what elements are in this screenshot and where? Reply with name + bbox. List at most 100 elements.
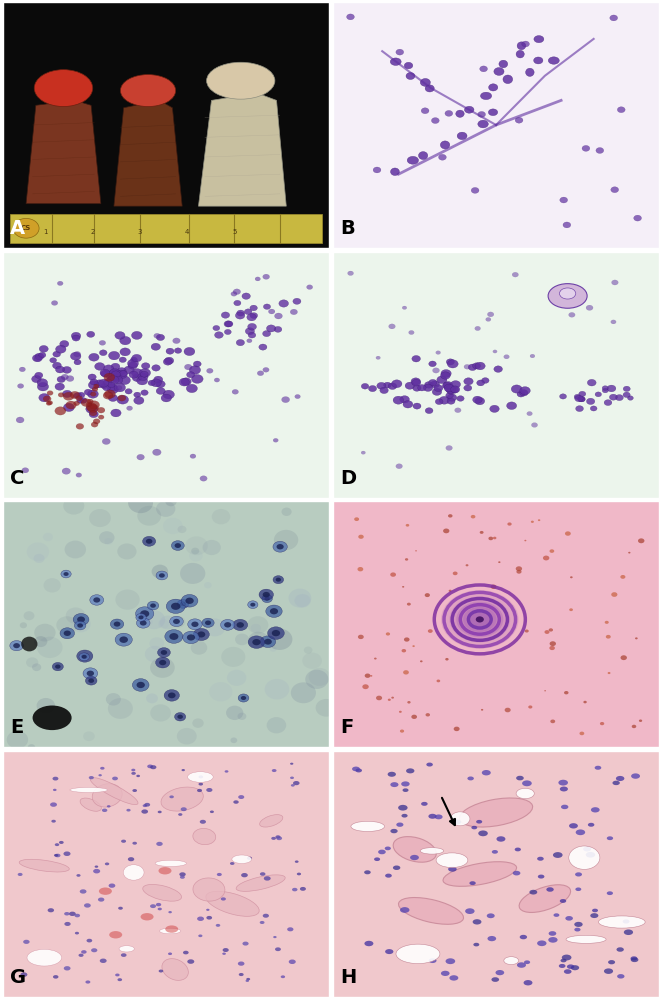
Ellipse shape bbox=[348, 271, 354, 276]
Ellipse shape bbox=[35, 354, 44, 360]
Ellipse shape bbox=[402, 649, 406, 652]
Ellipse shape bbox=[516, 569, 522, 573]
Ellipse shape bbox=[275, 947, 281, 951]
Ellipse shape bbox=[475, 398, 485, 405]
Ellipse shape bbox=[212, 508, 230, 524]
Ellipse shape bbox=[446, 393, 453, 399]
Ellipse shape bbox=[106, 693, 121, 705]
Ellipse shape bbox=[464, 378, 473, 385]
Ellipse shape bbox=[559, 288, 576, 299]
Ellipse shape bbox=[140, 372, 148, 378]
Ellipse shape bbox=[64, 912, 70, 915]
Ellipse shape bbox=[140, 369, 150, 377]
Ellipse shape bbox=[292, 888, 297, 891]
Ellipse shape bbox=[155, 860, 187, 866]
Ellipse shape bbox=[61, 570, 71, 577]
Ellipse shape bbox=[487, 913, 495, 918]
Ellipse shape bbox=[397, 822, 403, 827]
Ellipse shape bbox=[66, 607, 85, 624]
Ellipse shape bbox=[230, 737, 237, 743]
Ellipse shape bbox=[489, 536, 493, 540]
Ellipse shape bbox=[163, 391, 174, 399]
Ellipse shape bbox=[478, 120, 489, 128]
Ellipse shape bbox=[136, 377, 148, 385]
Ellipse shape bbox=[512, 273, 518, 277]
Ellipse shape bbox=[132, 678, 149, 691]
Ellipse shape bbox=[457, 132, 467, 140]
Ellipse shape bbox=[166, 348, 174, 355]
Ellipse shape bbox=[481, 709, 483, 710]
Ellipse shape bbox=[62, 391, 72, 398]
Ellipse shape bbox=[376, 356, 381, 360]
Ellipse shape bbox=[365, 673, 371, 678]
Ellipse shape bbox=[352, 766, 360, 771]
Ellipse shape bbox=[77, 393, 85, 398]
Ellipse shape bbox=[385, 873, 392, 878]
Ellipse shape bbox=[134, 397, 144, 405]
Ellipse shape bbox=[418, 152, 428, 160]
Ellipse shape bbox=[101, 384, 108, 389]
Ellipse shape bbox=[105, 862, 109, 865]
Ellipse shape bbox=[191, 547, 199, 554]
Ellipse shape bbox=[238, 961, 244, 966]
Ellipse shape bbox=[142, 363, 150, 369]
Ellipse shape bbox=[136, 775, 140, 777]
Ellipse shape bbox=[36, 698, 55, 713]
Ellipse shape bbox=[492, 850, 498, 854]
Ellipse shape bbox=[32, 705, 71, 730]
Ellipse shape bbox=[486, 318, 491, 322]
Ellipse shape bbox=[583, 846, 591, 851]
Ellipse shape bbox=[247, 314, 256, 321]
Ellipse shape bbox=[268, 309, 275, 314]
Ellipse shape bbox=[480, 530, 483, 533]
Ellipse shape bbox=[617, 974, 624, 979]
Ellipse shape bbox=[300, 887, 306, 891]
Ellipse shape bbox=[77, 616, 85, 622]
Text: 4: 4 bbox=[185, 230, 189, 236]
Ellipse shape bbox=[160, 615, 176, 629]
Ellipse shape bbox=[389, 324, 395, 329]
Ellipse shape bbox=[482, 770, 491, 775]
Ellipse shape bbox=[446, 446, 452, 451]
Ellipse shape bbox=[260, 814, 283, 827]
Ellipse shape bbox=[111, 619, 124, 629]
Ellipse shape bbox=[578, 397, 585, 402]
Ellipse shape bbox=[98, 415, 104, 420]
Ellipse shape bbox=[403, 670, 409, 674]
Ellipse shape bbox=[451, 386, 460, 393]
Ellipse shape bbox=[564, 691, 569, 694]
Ellipse shape bbox=[569, 608, 573, 611]
Ellipse shape bbox=[297, 872, 301, 875]
Ellipse shape bbox=[132, 789, 137, 792]
Ellipse shape bbox=[214, 332, 223, 339]
Ellipse shape bbox=[140, 610, 149, 617]
Ellipse shape bbox=[400, 907, 410, 913]
Ellipse shape bbox=[132, 332, 142, 340]
Ellipse shape bbox=[560, 899, 566, 903]
Ellipse shape bbox=[52, 662, 64, 670]
Ellipse shape bbox=[420, 660, 422, 662]
Ellipse shape bbox=[391, 58, 401, 66]
Ellipse shape bbox=[428, 380, 437, 386]
Ellipse shape bbox=[412, 645, 415, 647]
Ellipse shape bbox=[85, 676, 97, 685]
Ellipse shape bbox=[34, 373, 43, 379]
Ellipse shape bbox=[491, 977, 499, 982]
Ellipse shape bbox=[94, 380, 105, 388]
Ellipse shape bbox=[132, 369, 143, 378]
Ellipse shape bbox=[262, 594, 272, 602]
Ellipse shape bbox=[120, 75, 175, 107]
Ellipse shape bbox=[227, 669, 246, 686]
Text: F: F bbox=[340, 718, 354, 737]
Ellipse shape bbox=[156, 381, 166, 388]
Ellipse shape bbox=[166, 925, 178, 933]
Ellipse shape bbox=[449, 387, 459, 394]
Ellipse shape bbox=[493, 536, 496, 539]
Ellipse shape bbox=[543, 555, 549, 560]
Ellipse shape bbox=[476, 820, 482, 823]
Ellipse shape bbox=[222, 952, 226, 955]
Ellipse shape bbox=[612, 780, 620, 785]
Ellipse shape bbox=[63, 393, 74, 401]
Ellipse shape bbox=[441, 971, 449, 976]
Ellipse shape bbox=[404, 637, 410, 641]
